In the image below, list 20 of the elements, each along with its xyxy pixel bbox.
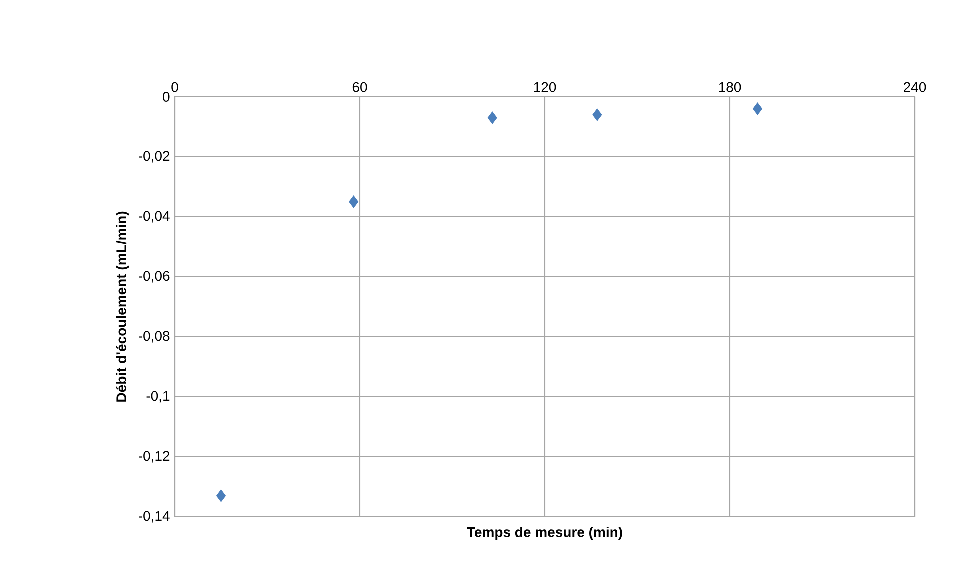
x-tick-label: 180 [719,82,742,92]
y-tick-label: -0,08 [139,331,170,343]
point [592,108,602,122]
x-axis-title: Temps de mesure (min) [467,527,622,540]
point [349,196,359,208]
x-tick-label: 0 [172,82,178,92]
y-axis-title: Débit d'écoulement (mL/min) [116,212,130,402]
y-tick-label: -0,1 [146,391,170,403]
x-tick-label: 120 [534,82,556,92]
y-tick-label: 0 [163,92,170,102]
point [488,112,498,124]
y-tick-label: -0,02 [139,151,170,163]
y-tick-label: -0,04 [139,211,170,223]
y-tick-label: -0,12 [139,451,170,463]
x-tick-label: 60 [352,82,368,92]
y-tick-label: -0,14 [139,511,170,523]
y-tick-label: -0,06 [139,271,170,283]
point [752,102,763,116]
point [216,490,226,502]
x-tick-label: 240 [904,82,926,92]
